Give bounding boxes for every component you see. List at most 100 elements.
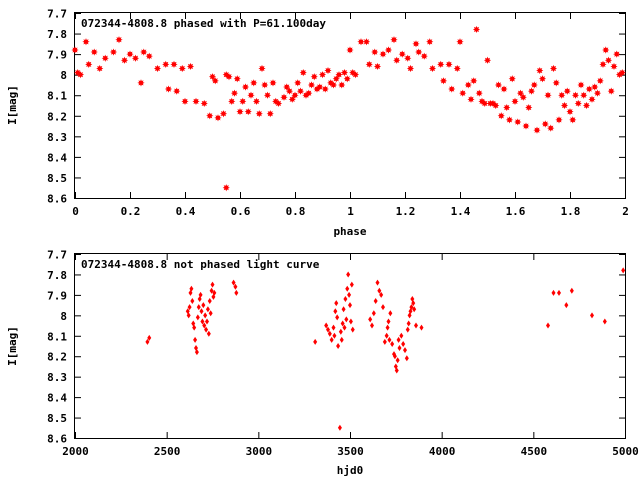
data-point <box>399 332 404 339</box>
data-point <box>602 318 607 325</box>
data-point <box>525 103 533 112</box>
data-point <box>393 56 401 64</box>
data-point <box>604 56 613 64</box>
data-point <box>406 320 411 327</box>
data-point <box>456 38 464 46</box>
data-point <box>544 91 552 99</box>
y-tick-label: 7.9 <box>47 49 67 62</box>
data-point <box>234 289 239 296</box>
data-point <box>475 89 483 97</box>
data-point <box>362 38 371 46</box>
data-point <box>198 291 203 298</box>
data-point <box>343 75 351 83</box>
data-point <box>514 118 522 126</box>
data-point <box>206 112 214 120</box>
data-point <box>316 83 324 91</box>
data-point <box>187 304 192 311</box>
data-point <box>244 108 252 116</box>
data-point <box>239 97 247 105</box>
data-point <box>200 318 205 325</box>
data-point <box>426 38 434 46</box>
data-point <box>194 349 199 356</box>
data-point <box>206 330 211 337</box>
data-point <box>347 291 352 298</box>
data-point <box>208 310 213 317</box>
data-point <box>196 304 201 311</box>
data-point <box>340 69 349 77</box>
data-point <box>593 89 602 97</box>
data-point <box>569 116 577 124</box>
data-point <box>305 89 313 97</box>
plot-frame <box>74 253 626 439</box>
data-point <box>530 81 538 89</box>
data-point <box>233 283 238 290</box>
data-point <box>339 336 344 343</box>
data-point <box>332 332 337 339</box>
data-point <box>285 87 294 95</box>
data-point <box>390 340 395 347</box>
data-point <box>140 48 148 56</box>
data-point <box>205 306 210 313</box>
data-point <box>96 64 104 73</box>
phased-light-curve-panel: 072344-4808.8 phased with P=61.100day ph… <box>6 8 629 239</box>
data-point <box>241 83 250 91</box>
data-point <box>294 79 302 87</box>
data-point <box>349 281 354 288</box>
data-point <box>365 60 373 68</box>
data-point <box>533 126 541 134</box>
data-point <box>467 95 475 103</box>
x-tick-label: 2500 <box>154 445 181 458</box>
data-point <box>131 54 140 62</box>
data-point <box>381 304 385 311</box>
data-point <box>153 64 162 73</box>
data-point <box>470 77 478 85</box>
data-point <box>405 326 410 333</box>
data-point <box>321 85 329 93</box>
x-tick-label: 5000 <box>612 445 639 458</box>
data-point <box>345 285 350 292</box>
y-tick-label: 7.8 <box>47 269 67 282</box>
data-point <box>178 64 186 73</box>
data-point <box>445 60 453 68</box>
axis-ticks: 2000 2500 3000 3500 4000 4500 5000 7.7 7.8 7.9 8 8.… <box>47 249 639 459</box>
data-point <box>585 85 593 93</box>
data-point <box>307 81 316 89</box>
data-point <box>208 73 217 81</box>
data-point <box>318 71 327 79</box>
data-point <box>437 60 445 68</box>
data-point <box>147 334 152 341</box>
data-point <box>412 306 417 313</box>
data-point <box>202 322 207 329</box>
data-point <box>261 81 269 89</box>
x-tick-label: 3000 <box>246 445 273 458</box>
data-point <box>602 46 610 54</box>
data-points <box>71 25 626 192</box>
chart-title: 072344-4808.8 not phased light curve <box>81 258 320 271</box>
chart-title: 072344-4808.8 phased with P=61.100day <box>81 17 326 30</box>
data-point <box>404 355 409 362</box>
data-point <box>464 81 472 89</box>
data-point <box>145 338 150 345</box>
y-tick-label: 7.7 <box>47 8 67 21</box>
data-point <box>210 281 215 288</box>
data-point <box>336 343 341 349</box>
data-point <box>414 322 418 329</box>
data-point <box>500 85 508 93</box>
data-point <box>76 71 85 79</box>
x-tick-label: 4500 <box>521 445 548 458</box>
data-point <box>511 97 519 105</box>
data-point <box>255 110 263 118</box>
data-point <box>420 52 428 60</box>
data-point <box>546 322 550 329</box>
data-point <box>541 120 549 128</box>
data-point <box>459 89 467 97</box>
y-tick-label: 8.2 <box>47 351 67 364</box>
data-point <box>120 56 129 64</box>
data-point <box>377 287 382 294</box>
data-point <box>173 87 181 95</box>
y-tick-label: 8.6 <box>47 433 67 446</box>
data-point <box>214 114 222 122</box>
data-point <box>571 91 580 99</box>
data-point <box>348 318 353 325</box>
data-point <box>313 338 318 345</box>
